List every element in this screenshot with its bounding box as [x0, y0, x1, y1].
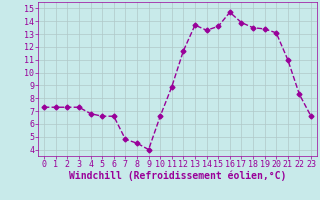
X-axis label: Windchill (Refroidissement éolien,°C): Windchill (Refroidissement éolien,°C)	[69, 171, 286, 181]
